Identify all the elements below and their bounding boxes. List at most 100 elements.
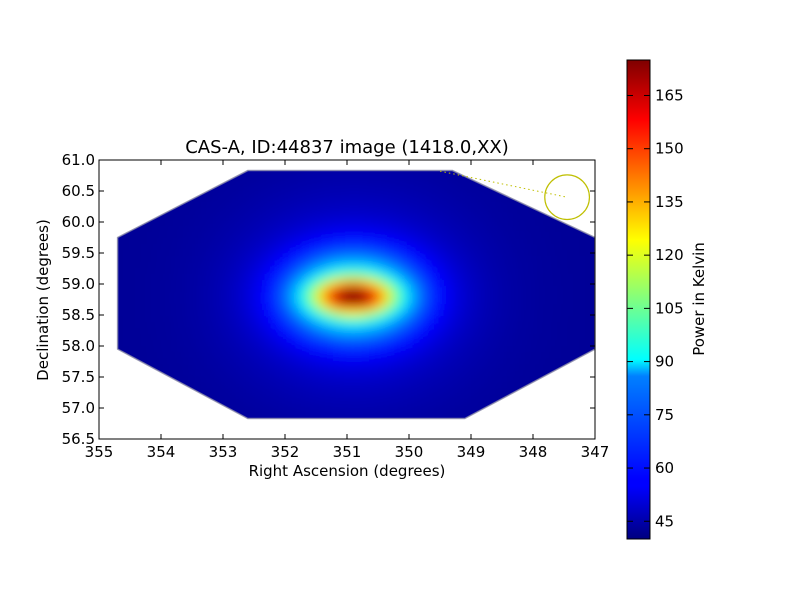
heatmap-cell bbox=[261, 190, 268, 197]
heatmap-cell bbox=[213, 370, 220, 377]
heatmap-cell bbox=[243, 202, 250, 209]
heatmap-cell bbox=[453, 214, 460, 221]
heatmap-cell bbox=[411, 286, 418, 293]
heatmap-cell bbox=[423, 178, 430, 185]
heatmap-cell bbox=[315, 412, 322, 419]
heatmap-cell bbox=[555, 388, 562, 395]
heatmap-cell bbox=[519, 160, 526, 167]
heatmap-cell bbox=[303, 442, 310, 449]
heatmap-cell bbox=[237, 334, 244, 341]
heatmap-cell bbox=[417, 274, 424, 281]
heatmap-cell bbox=[351, 286, 358, 293]
heatmap-cell bbox=[423, 442, 430, 449]
heatmap-cell bbox=[267, 352, 274, 359]
heatmap-cell bbox=[603, 274, 610, 281]
heatmap-cell bbox=[447, 412, 454, 419]
heatmap-cell bbox=[105, 340, 112, 347]
heatmap-cell bbox=[585, 178, 592, 185]
heatmap-cell bbox=[315, 256, 322, 263]
heatmap-cell bbox=[153, 430, 160, 437]
heatmap-cell bbox=[363, 244, 370, 251]
heatmap-cell bbox=[447, 262, 454, 269]
heatmap-cell bbox=[237, 382, 244, 389]
heatmap-cell bbox=[207, 280, 214, 287]
heatmap-cell bbox=[417, 370, 424, 377]
heatmap-cell bbox=[183, 172, 190, 179]
heatmap-cell bbox=[477, 406, 484, 413]
heatmap-cell bbox=[135, 382, 142, 389]
heatmap-cell bbox=[579, 388, 586, 395]
heatmap-cell bbox=[105, 394, 112, 401]
heatmap-cell bbox=[417, 292, 424, 299]
heatmap-cell bbox=[111, 184, 118, 191]
heatmap-cell bbox=[219, 274, 226, 281]
heatmap-cell bbox=[561, 274, 568, 281]
heatmap-cell bbox=[285, 170, 292, 173]
heatmap-cell bbox=[99, 214, 106, 221]
heatmap-cell bbox=[495, 170, 502, 173]
heatmap-cell bbox=[129, 352, 136, 359]
heatmap-cell bbox=[159, 172, 166, 179]
heatmap-cell bbox=[321, 406, 328, 413]
heatmap-cell bbox=[333, 286, 340, 293]
heatmap-cell bbox=[423, 160, 430, 167]
heatmap-cell bbox=[279, 232, 286, 239]
heatmap-cell bbox=[123, 388, 130, 395]
heatmap-cell bbox=[99, 232, 106, 239]
heatmap-cell bbox=[213, 358, 220, 365]
heatmap-cell bbox=[141, 178, 148, 185]
heatmap-cell bbox=[369, 232, 376, 239]
heatmap-cell bbox=[561, 382, 568, 389]
heatmap-cell bbox=[423, 430, 430, 437]
heatmap-cell bbox=[441, 280, 448, 287]
heatmap-cell bbox=[213, 202, 220, 209]
heatmap-cell bbox=[315, 304, 322, 311]
heatmap-cell bbox=[303, 388, 310, 395]
heatmap-cell bbox=[561, 148, 568, 155]
heatmap-cell bbox=[561, 346, 568, 353]
heatmap-cell bbox=[525, 250, 532, 257]
heatmap-cell bbox=[357, 178, 364, 185]
heatmap-cell bbox=[369, 424, 376, 431]
heatmap-cell bbox=[339, 298, 346, 305]
heatmap-cell bbox=[531, 334, 538, 341]
heatmap-cell bbox=[399, 178, 406, 185]
heatmap-cell bbox=[315, 238, 322, 245]
heatmap-cell bbox=[303, 202, 310, 209]
heatmap-cell bbox=[375, 220, 382, 227]
heatmap-cell bbox=[297, 346, 304, 353]
heatmap-cell bbox=[453, 238, 460, 245]
heatmap-cell bbox=[381, 430, 388, 437]
heatmap-cell bbox=[159, 274, 166, 281]
heatmap-cell bbox=[387, 340, 394, 347]
heatmap-cell bbox=[561, 316, 568, 323]
heatmap-cell bbox=[555, 442, 562, 449]
heatmap-cell bbox=[123, 328, 130, 335]
heatmap-cell bbox=[477, 220, 484, 227]
heatmap-cell bbox=[183, 364, 190, 371]
heatmap-cell bbox=[441, 172, 448, 179]
heatmap-cell bbox=[387, 220, 394, 227]
heatmap-cell bbox=[351, 292, 358, 299]
heatmap-cell bbox=[141, 262, 148, 269]
heatmap-cell bbox=[225, 202, 232, 209]
heatmap-cell bbox=[537, 304, 544, 311]
heatmap-cell bbox=[543, 316, 550, 323]
heatmap-cell bbox=[525, 214, 532, 221]
heatmap-cell bbox=[393, 250, 400, 257]
heatmap-cell bbox=[363, 178, 370, 185]
heatmap-cell bbox=[189, 220, 196, 227]
heatmap-cell bbox=[363, 370, 370, 377]
heatmap-cell bbox=[261, 178, 268, 185]
heatmap-cell bbox=[129, 268, 136, 275]
heatmap-cell bbox=[483, 430, 490, 437]
heatmap-cell bbox=[399, 382, 406, 389]
heatmap-cell bbox=[285, 304, 292, 311]
heatmap-cell bbox=[519, 358, 526, 365]
heatmap-cell bbox=[195, 364, 202, 371]
heatmap-cell bbox=[153, 244, 160, 251]
heatmap-cell bbox=[519, 316, 526, 323]
heatmap-cell bbox=[429, 178, 436, 185]
heatmap-cell bbox=[201, 202, 208, 209]
heatmap-cell bbox=[465, 382, 472, 389]
